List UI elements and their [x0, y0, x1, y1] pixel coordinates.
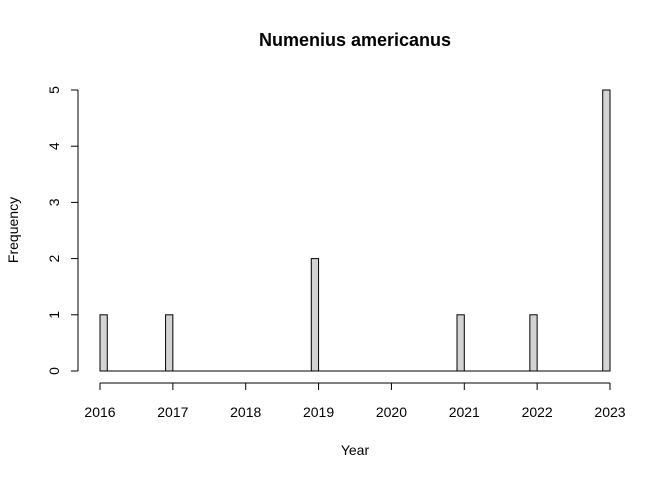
chart-title: Numenius americanus [259, 30, 451, 50]
histogram-bar [310, 258, 320, 372]
histogram-bar [602, 89, 611, 372]
x-axis-label: Year [341, 442, 370, 458]
y-tick-label: 1 [46, 311, 62, 319]
y-tick-label: 5 [46, 86, 62, 94]
x-tick-label: 2016 [84, 404, 115, 420]
x-tick-label: 2018 [230, 404, 261, 420]
plot-area: 2016 2017 2018 2019 2020 2021 2022 2023 0 1 2 3 4 5 [46, 86, 626, 420]
y-tick-label: 2 [46, 254, 62, 262]
x-tick-label: 2021 [449, 404, 480, 420]
x-tick-label: 2023 [594, 404, 625, 420]
x-tick-label: 2017 [157, 404, 188, 420]
x-tick-label: 2019 [303, 404, 334, 420]
x-tick-label: 2022 [522, 404, 553, 420]
y-tick-label: 3 [46, 198, 62, 206]
histogram-bar [99, 314, 108, 372]
histogram-bar [165, 314, 174, 372]
histogram-bar [529, 314, 538, 372]
y-tick-label: 0 [46, 367, 62, 375]
y-tick-label: 4 [46, 142, 62, 150]
x-tick-label: 2020 [376, 404, 407, 420]
histogram-bar [456, 314, 465, 372]
y-axis-label: Frequency [5, 197, 21, 263]
